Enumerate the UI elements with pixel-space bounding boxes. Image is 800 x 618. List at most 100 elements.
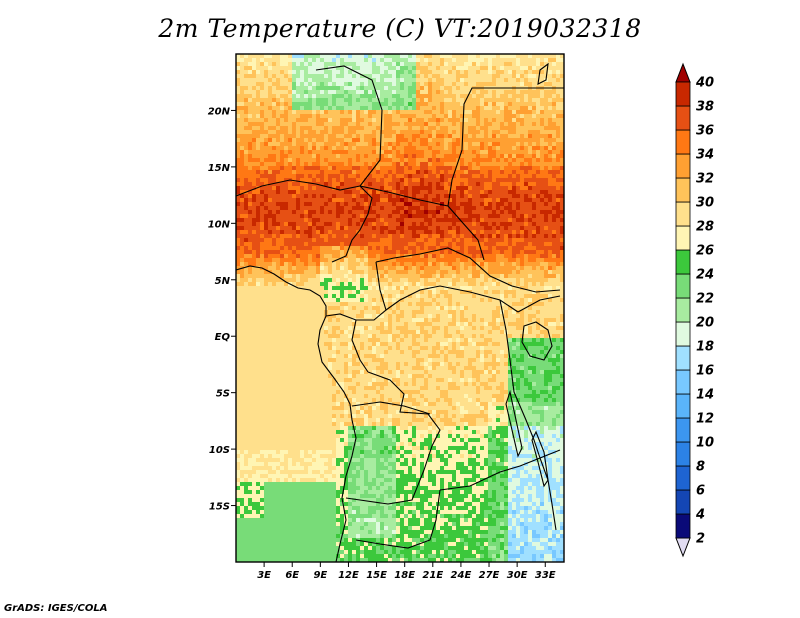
field-cell [476, 190, 480, 194]
field-cell [556, 142, 560, 146]
field-cell [356, 138, 360, 142]
field-cell [516, 154, 520, 158]
field-cell [300, 102, 304, 106]
field-cell [248, 278, 252, 282]
field-cell [528, 170, 532, 174]
field-cell [484, 258, 488, 262]
field-cell [384, 118, 388, 122]
field-cell [416, 202, 420, 206]
field-cell [504, 234, 508, 238]
field-cell [244, 66, 248, 70]
field-cell [428, 138, 432, 142]
field-cell [548, 162, 552, 166]
field-cell [372, 186, 376, 190]
field-cell [484, 238, 488, 242]
field-cell [464, 170, 468, 174]
field-cell [484, 162, 488, 166]
field-cell [536, 170, 540, 174]
field-cell [488, 146, 492, 150]
field-cell [276, 182, 280, 186]
field-cell [344, 146, 348, 150]
field-cell [400, 166, 404, 170]
field-cell [356, 118, 360, 122]
field-cell [556, 234, 560, 238]
field-cell [240, 150, 244, 154]
field-cell [308, 154, 312, 158]
field-cell [376, 74, 380, 78]
field-cell [252, 230, 256, 234]
field-cell [316, 114, 320, 118]
field-cell [336, 74, 340, 78]
field-cell [388, 162, 392, 166]
field-cell [416, 178, 420, 182]
field-cell [460, 186, 464, 190]
field-cell [292, 90, 296, 94]
field-cell [436, 290, 440, 294]
field-cell [248, 242, 252, 246]
field-cell [264, 190, 268, 194]
field-cell [552, 82, 556, 86]
field-cell [284, 174, 288, 178]
field-cell [272, 166, 276, 170]
field-cell [300, 134, 304, 138]
field-cell [488, 82, 492, 86]
field-cell [408, 130, 412, 134]
field-cell [304, 242, 308, 246]
field-cell [380, 122, 384, 126]
field-cell [516, 126, 520, 130]
field-cell [512, 178, 516, 182]
field-cell [468, 66, 472, 70]
field-cell [360, 66, 364, 70]
field-cell [476, 70, 480, 74]
field-cell [532, 178, 536, 182]
field-cell [444, 86, 448, 90]
field-cell [444, 54, 448, 58]
field-cell [412, 278, 416, 282]
field-cell [380, 238, 384, 242]
field-cell [496, 282, 500, 286]
field-cell [444, 222, 448, 226]
field-cell [432, 70, 436, 74]
field-cell [476, 270, 480, 274]
field-cell [388, 114, 392, 118]
field-cell [444, 198, 448, 202]
field-cell [336, 70, 340, 74]
field-cell [304, 154, 308, 158]
field-cell [508, 102, 512, 106]
field-cell [280, 262, 284, 266]
field-cell [260, 154, 264, 158]
field-cell [500, 270, 504, 274]
field-cell [284, 214, 288, 218]
field-cell [372, 214, 376, 218]
field-cell [412, 170, 416, 174]
field-cell [488, 110, 492, 114]
field-cell [416, 126, 420, 130]
field-cell [380, 210, 384, 214]
field-cell [480, 158, 484, 162]
field-cell [488, 118, 492, 122]
field-cell [304, 138, 308, 142]
field-cell [428, 134, 432, 138]
field-cell [396, 94, 400, 98]
field-cell [544, 222, 548, 226]
field-cell [368, 286, 372, 290]
field-cell [532, 238, 536, 242]
field-cell [480, 106, 484, 110]
field-cell [512, 82, 516, 86]
field-cell [412, 174, 416, 178]
field-cell [320, 226, 324, 230]
field-cell [460, 182, 464, 186]
field-cell [456, 198, 460, 202]
field-cell [496, 198, 500, 202]
field-cell [276, 230, 280, 234]
field-cell [336, 230, 340, 234]
field-cell [424, 262, 428, 266]
field-cell [424, 118, 428, 122]
field-cell [308, 182, 312, 186]
field-cell [296, 82, 300, 86]
field-cell [308, 234, 312, 238]
field-cell [248, 54, 252, 58]
field-cell [260, 94, 264, 98]
field-cell [356, 258, 360, 262]
field-cell [300, 242, 304, 246]
